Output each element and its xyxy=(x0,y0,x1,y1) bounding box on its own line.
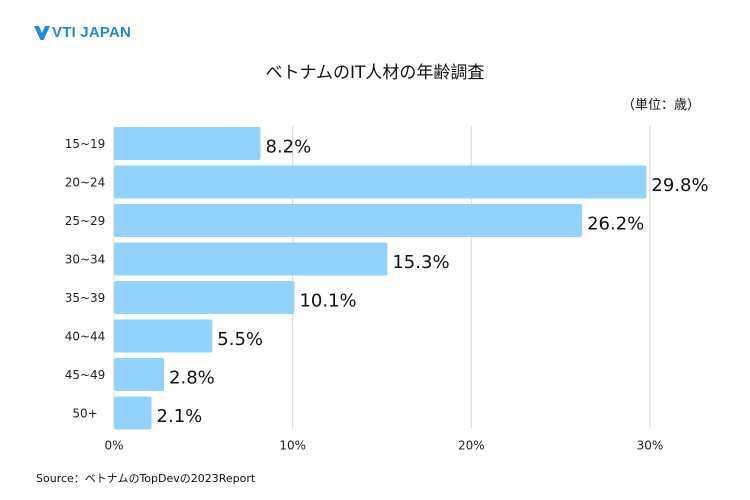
bar xyxy=(114,204,583,237)
y-category-label: 15~19 xyxy=(65,137,106,151)
y-category-label: 45~49 xyxy=(65,368,106,382)
chart-title: ベトナムのIT人材の年齢調査 xyxy=(265,63,485,83)
bar xyxy=(114,319,213,353)
bar-value-label: 10.1% xyxy=(299,291,356,312)
brand-logo: VTI JAPAN xyxy=(34,24,131,41)
unit-label: （単位：歳） xyxy=(621,98,700,113)
x-tick-label: 20% xyxy=(458,439,485,453)
source-note: Source：ベトナムのTopDevの2023Report xyxy=(36,472,256,485)
bar-value-label: 5.5% xyxy=(217,329,263,350)
bar-value-label: 2.8% xyxy=(169,368,215,389)
x-tick-label: 10% xyxy=(279,439,306,453)
y-category-label: 30~34 xyxy=(65,253,106,267)
bar-value-label: 2.1% xyxy=(157,406,203,427)
bar xyxy=(114,358,165,391)
bar xyxy=(114,127,261,160)
bar-value-label: 8.2% xyxy=(266,137,312,158)
bar-value-label: 29.8% xyxy=(651,175,708,196)
y-category-label: 40~44 xyxy=(65,330,106,344)
bar xyxy=(114,281,295,314)
bar xyxy=(114,165,647,199)
bar-value-label: 15.3% xyxy=(392,252,449,273)
y-category-label: 20~24 xyxy=(65,176,106,190)
x-tick-label: 0% xyxy=(104,439,123,453)
bar xyxy=(114,396,152,430)
y-category-label: 50+ xyxy=(72,407,97,421)
brand-logo-text: VTI JAPAN xyxy=(52,24,132,41)
bar xyxy=(114,242,388,276)
y-category-label: 25~29 xyxy=(65,214,106,228)
y-category-label: 35~39 xyxy=(65,291,106,305)
x-tick-label: 30% xyxy=(637,439,664,453)
bar-value-label: 26.2% xyxy=(587,214,644,235)
vti-logo-icon xyxy=(34,25,50,40)
